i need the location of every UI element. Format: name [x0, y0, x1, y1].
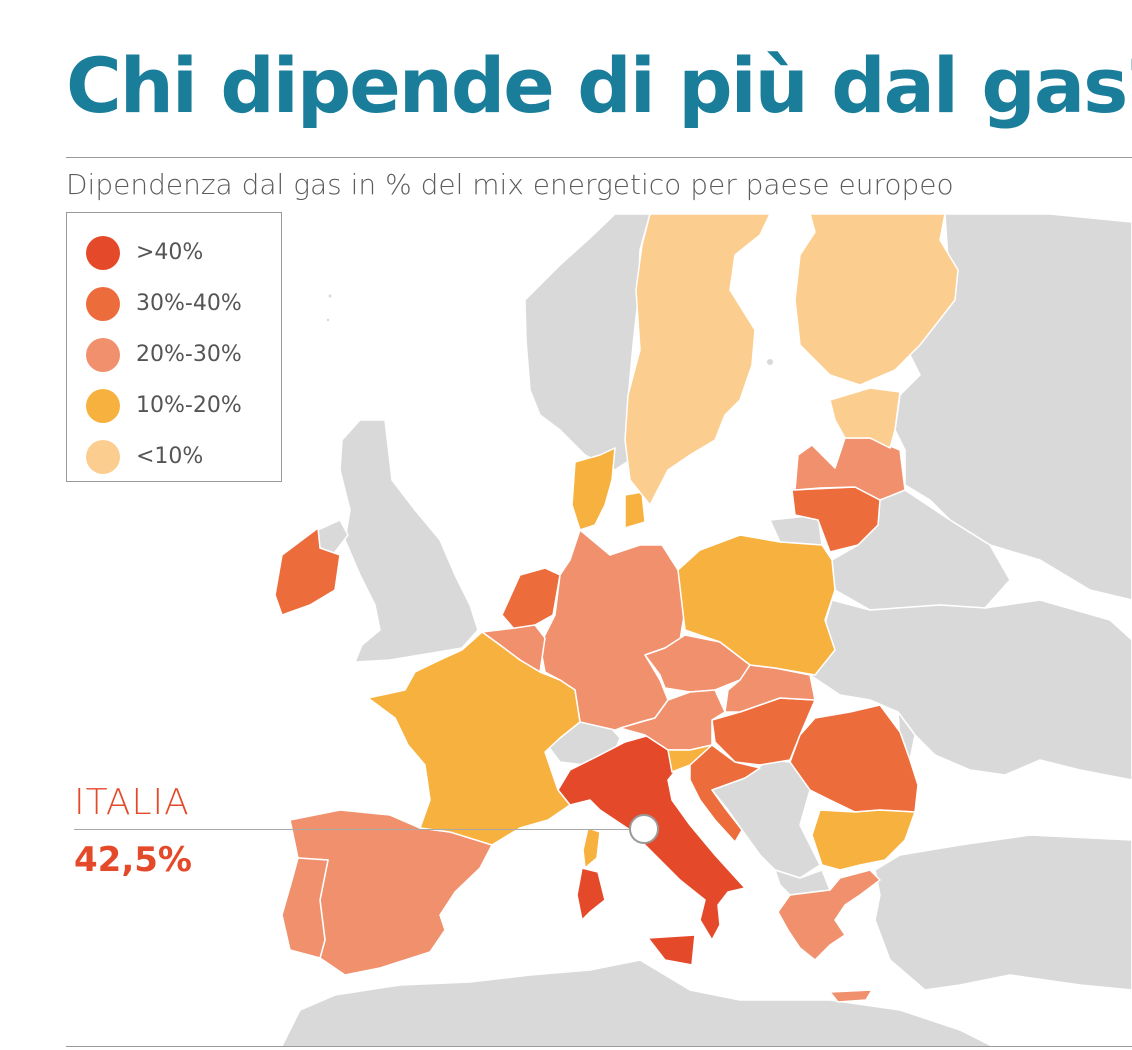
legend-item: <10% [86, 431, 281, 482]
land-turkey [874, 834, 1132, 991]
country-italy-sardinia [576, 867, 606, 921]
bottom-divider [66, 1046, 1132, 1047]
legend-swatch [86, 286, 120, 321]
subtitle: Dipendenza dal gas in % del mix energeti… [66, 168, 954, 201]
callout-country-name: ITALIA [74, 782, 190, 823]
country-corsica [582, 827, 601, 869]
country-bulgaria [811, 809, 916, 871]
legend-label: >40% [136, 240, 204, 265]
country-italy-sicily [647, 934, 696, 966]
country-finland [794, 213, 959, 386]
callout-value: 42,5% [74, 840, 192, 880]
legend-label: 10%-20% [136, 393, 242, 418]
land-ukraine [809, 599, 1132, 781]
country-poland [677, 534, 836, 676]
legend-item: 30%-40% [86, 278, 281, 329]
map-legend: >40% 30%-40% 20%-30% 10%-20% <10% [66, 212, 282, 482]
legend-label: <10% [136, 444, 204, 469]
country-romania [789, 704, 919, 813]
island-aland [767, 359, 773, 365]
country-ireland [274, 527, 341, 616]
country-austria [619, 689, 726, 751]
island-dot [326, 318, 330, 322]
country-france [367, 631, 581, 846]
legend-item: 20%-30% [86, 329, 281, 380]
country-slovenia [667, 744, 713, 773]
callout-leader-line [74, 829, 647, 830]
country-denmark [571, 447, 616, 531]
legend-item: >40% [86, 227, 281, 278]
legend-label: 20%-30% [136, 342, 242, 367]
country-greece [777, 869, 881, 961]
europe-map-svg [274, 213, 1132, 1047]
legend-swatch [86, 439, 120, 474]
country-estonia [829, 387, 901, 449]
legend-label: 30%-40% [136, 291, 242, 316]
land-north-africa [280, 959, 996, 1047]
country-denmark-zealand [624, 491, 646, 529]
island-dot [328, 294, 332, 298]
legend-swatch [86, 337, 120, 372]
country-portugal [281, 857, 329, 959]
country-croatia [689, 744, 761, 843]
country-sweden [624, 213, 771, 506]
europe-map [66, 212, 1132, 1047]
legend-item: 10%-20% [86, 380, 281, 431]
country-latvia [794, 437, 906, 501]
title-divider [66, 157, 1132, 158]
land-uk [339, 419, 479, 663]
country-netherlands [501, 567, 561, 631]
country-greece-crete [829, 989, 873, 1003]
legend-swatch [86, 235, 120, 270]
page-title: Chi dipende di più dal gas? [66, 41, 1132, 130]
callout-marker [629, 814, 659, 844]
legend-swatch [86, 388, 120, 423]
land-russia-north [894, 213, 1132, 601]
